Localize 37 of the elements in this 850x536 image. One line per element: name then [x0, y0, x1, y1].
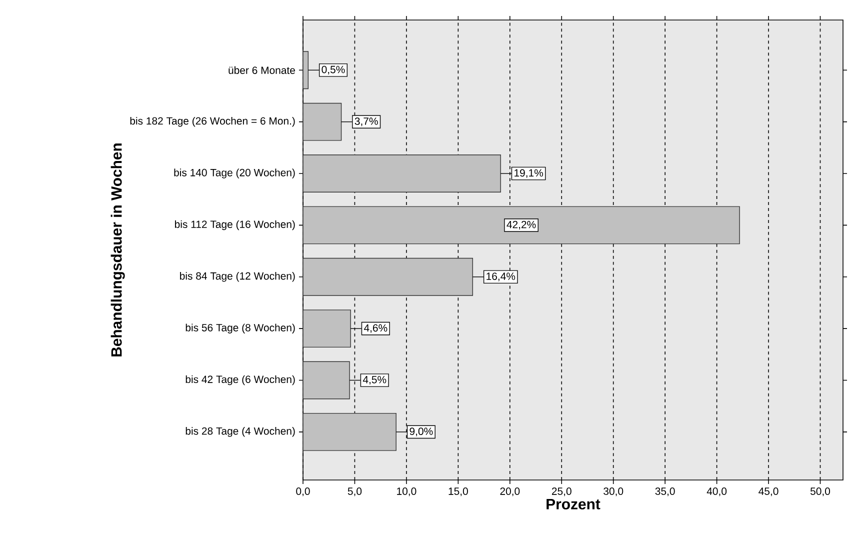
bar [302, 412, 396, 451]
x-tick-label: 25,0 [552, 488, 572, 496]
x-tick-label: 10,0 [397, 488, 416, 496]
bar [302, 51, 309, 90]
bar [302, 102, 342, 141]
data-label: 9,0% [410, 428, 433, 436]
x-tick-label: 20,0 [500, 488, 520, 496]
x-tick-label: 15,0 [448, 488, 468, 496]
y-tick-label: bis 28 Tage (4 Wochen) [186, 427, 295, 437]
data-label: 3,7% [354, 118, 378, 126]
bar [302, 310, 351, 348]
y-tick-label: bis 84 Tage (12 Wochen) [180, 272, 295, 282]
bar [302, 361, 350, 400]
bar [302, 206, 740, 244]
y-axis-title: Behandlungsdauer in Wochen [110, 144, 125, 356]
x-tick-label: 5,0 [348, 488, 362, 496]
y-tick-label: bis 56 Tage (8 Wochen) [186, 324, 295, 334]
x-tick-label: 35,0 [655, 488, 675, 496]
bar [302, 258, 474, 296]
x-tick-label: 0,0 [296, 488, 310, 496]
x-tick-label: 50,0 [810, 488, 830, 496]
data-label: 16,4% [486, 272, 516, 282]
x-tick-label: 40,0 [706, 488, 727, 496]
data-label: 4,6% [364, 324, 388, 333]
bar [302, 154, 501, 192]
y-tick-label: bis 42 Tage (6 Wochen) [186, 375, 295, 386]
data-label: 4,5% [362, 376, 386, 385]
y-tick-label: bis 112 Tage (16 Wochen) [175, 220, 295, 230]
y-tick-label: bis 182 Tage (26 Wochen = 6 Mon.) [130, 116, 295, 127]
x-axis-title: Prozent [546, 499, 600, 510]
x-tick-label: 45,0 [758, 488, 778, 496]
data-label: 19,1% [514, 169, 544, 178]
data-label: 0,5% [322, 66, 345, 74]
y-tick-label: bis 140 Tage (20 Wochen) [174, 168, 295, 178]
x-tick-label: 30,0 [604, 488, 624, 496]
data-label: 42,2% [506, 220, 536, 230]
y-tick-label: über 6 Monate [228, 66, 295, 74]
